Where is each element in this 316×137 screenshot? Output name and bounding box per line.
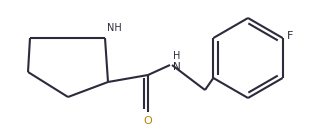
Text: O: O	[144, 116, 152, 126]
Text: NH: NH	[107, 23, 122, 33]
Text: F: F	[287, 31, 293, 41]
Text: H: H	[173, 51, 180, 61]
Text: N: N	[173, 62, 181, 72]
